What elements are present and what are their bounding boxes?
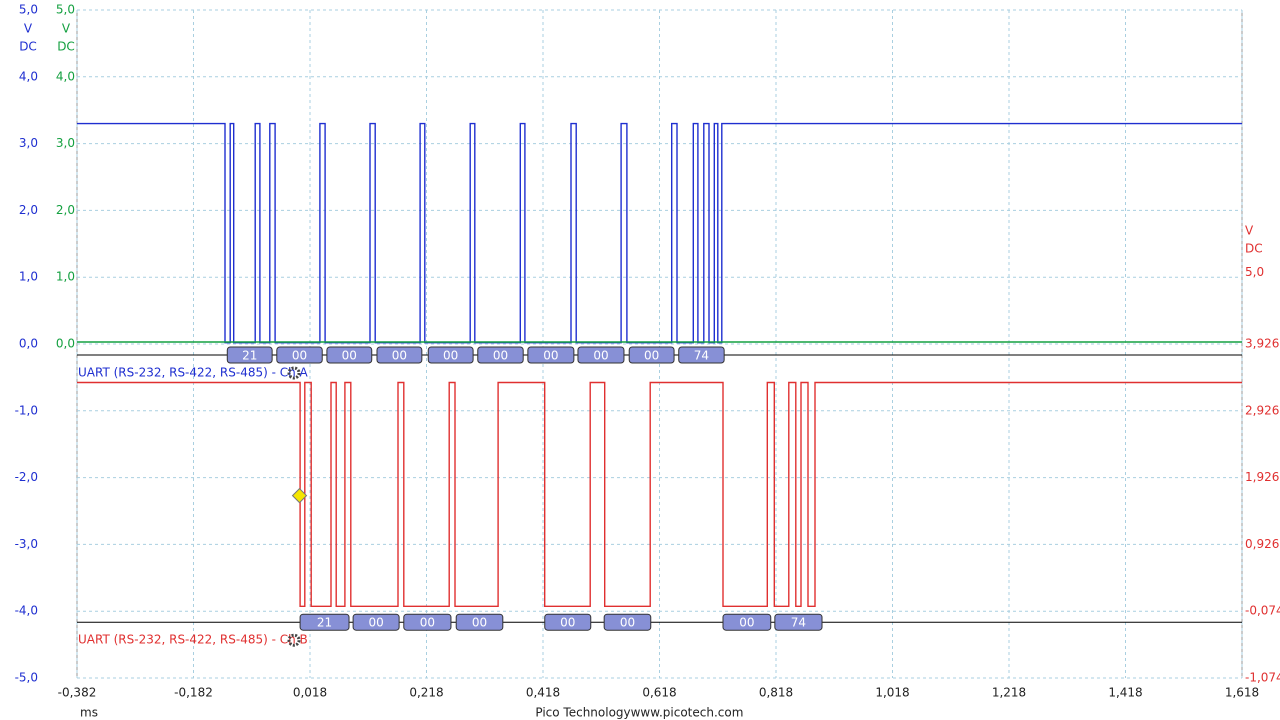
packet-label: 21 [242,349,257,363]
y2-tick-label: 1,926 [1245,470,1279,484]
packet-label: 00 [644,349,659,363]
y3-tick-label: 5,0 [56,3,75,17]
decoder-packet [427,346,474,364]
y-tick-label: 2,0 [19,203,38,217]
y-tick-label: 5,0 [19,3,38,17]
x-tick-label: 1,218 [992,686,1026,700]
y3-tick-label: 0,0 [56,337,75,351]
y2-tick-label: 5,0 [1245,265,1264,279]
axis-unit: V [1245,224,1254,238]
decoder-packet [678,346,725,364]
y-tick-label: -5,0 [15,671,38,685]
decoder-packet [544,613,592,631]
x-tick-label: 0,818 [759,686,793,700]
y-tick-label: 3,0 [19,136,38,150]
grid [76,9,1243,679]
decoder-packet [722,613,772,631]
y2-tick-label: 0,926 [1245,537,1279,551]
axis-coupling: DC [57,40,75,54]
packet-label: 21 [317,616,332,630]
x-tick-label: 1,018 [875,686,909,700]
footer-brand: Pico Technology [535,706,630,720]
packet-label: 74 [791,616,806,630]
x-axis-unit: ms [80,706,98,720]
y3-tick-label: 2,0 [56,203,75,217]
packet-label: 00 [620,616,635,630]
settings-gear [287,633,301,647]
decoder-packet [527,346,575,364]
axis-coupling: DC [19,40,37,54]
y3-tick-label: 4,0 [56,69,75,83]
decoder-packet [226,346,273,364]
decoder-packet [352,613,400,631]
packet-label: 00 [543,349,558,363]
trigger-marker [291,487,308,504]
decoder-packet [376,346,423,364]
packet-label: 00 [392,349,407,363]
packet-label: 00 [739,616,754,630]
y3-tick-label: 3,0 [56,136,75,150]
trace [77,381,1242,607]
decoder-packet [628,346,675,364]
decoder-packet [603,613,652,631]
decoder-packet [577,346,625,364]
decoder-packet [455,613,504,631]
y2-tick-label: -1,074 [1245,671,1280,685]
y2-tick-label: -0,074 [1245,604,1280,618]
packet-label: 00 [493,349,508,363]
x-tick-label: 1,418 [1108,686,1142,700]
x-tick-label: -0,382 [58,686,97,700]
y-tick-label: -1,0 [15,403,38,417]
x-tick-label: 1,618 [1225,686,1259,700]
x-tick-label: 0,218 [409,686,443,700]
axis-unit: V [62,22,71,36]
x-tick-label: 0,018 [293,686,327,700]
y-tick-label: 1,0 [19,270,38,284]
x-tick-label: 0,418 [526,686,560,700]
y-tick-label: 4,0 [19,69,38,83]
y-tick-label: -3,0 [15,537,38,551]
decoder-name: UART (RS-232, RS-422, RS-485) - Ch B [78,633,308,647]
axis-unit: V [24,22,33,36]
y-tick-label: -2,0 [15,470,38,484]
decoder-name: UART (RS-232, RS-422, RS-485) - Ch A [78,366,309,380]
decoder-packet [403,613,452,631]
packet-label: 00 [292,349,307,363]
x-tick-label: -0,182 [174,686,213,700]
packet-label: 00 [342,349,357,363]
y2-tick-label: 2,926 [1245,403,1279,417]
trace [77,122,1242,344]
y3-tick-label: 1,0 [56,270,75,284]
decoder-packet [774,613,823,631]
x-tick-label: 0,618 [642,686,676,700]
packet-label: 00 [420,616,435,630]
decoder-packet [276,346,323,364]
packet-label: 00 [560,616,575,630]
y-tick-label: -4,0 [15,604,38,618]
axis-coupling: DC [1245,242,1263,256]
decoder-packet [299,613,350,631]
packet-label: 00 [368,616,383,630]
packet-label: 00 [443,349,458,363]
y2-tick-label: 3,926 [1245,337,1279,351]
decoder-packet [326,346,373,364]
y-tick-label: 0,0 [19,337,38,351]
settings-gear [287,366,301,380]
packet-label: 00 [593,349,608,363]
packet-label: 00 [472,616,487,630]
decoder-packet [477,346,524,364]
footer-url: www.picotech.com [631,706,744,720]
packet-label: 74 [694,349,709,363]
